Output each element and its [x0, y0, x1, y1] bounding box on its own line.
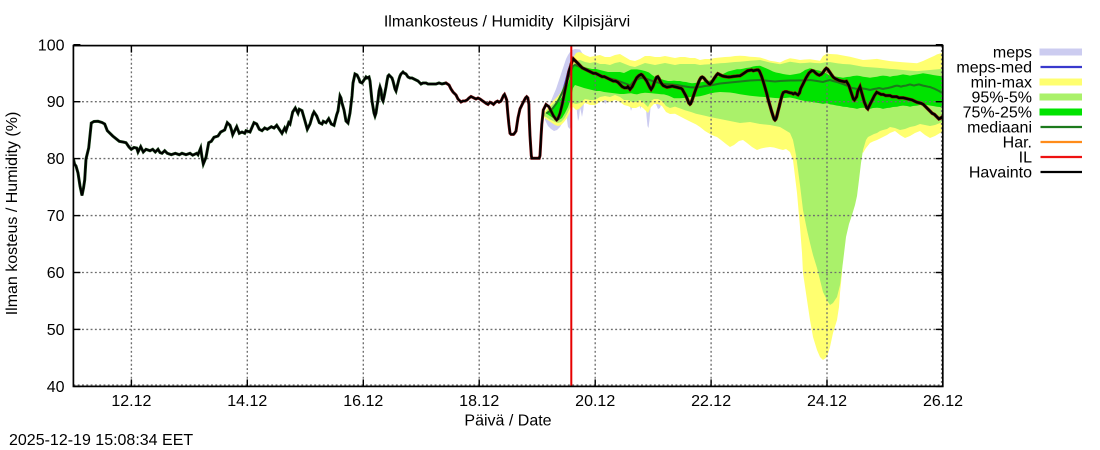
- svg-text:meps-med: meps-med: [956, 60, 1032, 77]
- svg-text:Har.: Har.: [1003, 135, 1032, 152]
- svg-text:95%-5%: 95%-5%: [972, 90, 1032, 107]
- svg-text:meps: meps: [993, 45, 1032, 62]
- svg-text:60: 60: [47, 265, 65, 282]
- svg-text:Havainto: Havainto: [969, 165, 1032, 182]
- svg-text:16.12: 16.12: [343, 393, 383, 410]
- svg-text:Ilmankosteus / Humidity Kilpi: Ilmankosteus / Humidity Kilpisjärvi: [384, 13, 630, 30]
- svg-text:mediaani: mediaani: [967, 120, 1032, 137]
- svg-text:22.12: 22.12: [691, 393, 731, 410]
- svg-text:2025-12-19 15:08:34 EET: 2025-12-19 15:08:34 EET: [9, 432, 193, 449]
- svg-text:80: 80: [47, 151, 65, 168]
- svg-text:100: 100: [38, 37, 65, 54]
- svg-text:Päivä / Date: Päivä / Date: [464, 413, 551, 430]
- svg-text:14.12: 14.12: [227, 393, 267, 410]
- svg-text:70: 70: [47, 208, 65, 225]
- svg-text:50: 50: [47, 322, 65, 339]
- svg-text:IL: IL: [1019, 150, 1032, 167]
- svg-text:24.12: 24.12: [807, 393, 847, 410]
- svg-text:75%-25%: 75%-25%: [963, 105, 1032, 122]
- svg-text:26.12: 26.12: [923, 393, 963, 410]
- svg-text:20.12: 20.12: [575, 393, 615, 410]
- svg-text:12.12: 12.12: [111, 393, 151, 410]
- svg-text:min-max: min-max: [971, 75, 1032, 92]
- svg-text:18.12: 18.12: [459, 393, 499, 410]
- svg-text:Ilman kosteus / Humidity (%): Ilman kosteus / Humidity (%): [4, 112, 21, 316]
- svg-text:90: 90: [47, 94, 65, 111]
- svg-text:40: 40: [47, 379, 65, 396]
